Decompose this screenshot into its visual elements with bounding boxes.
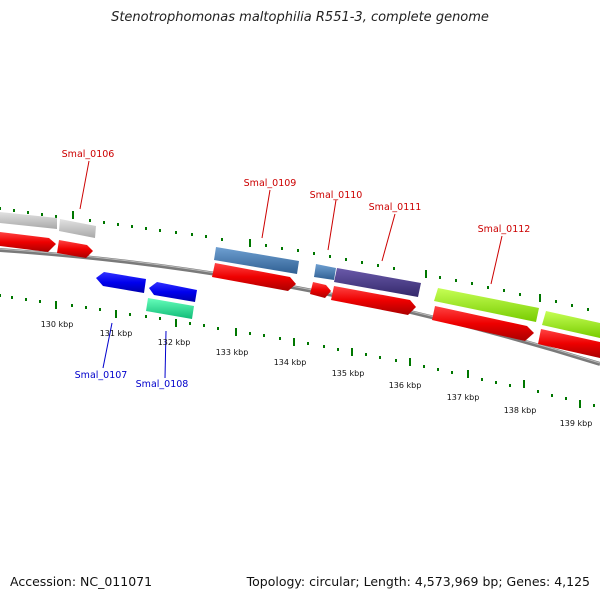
- gene-label-smal-0107[interactable]: Smal_0107: [75, 370, 128, 381]
- cds-forward-5[interactable]: [331, 286, 416, 315]
- gene-label-smal-0109[interactable]: Smal_0109: [244, 178, 297, 189]
- cds-forward-4[interactable]: [310, 282, 331, 298]
- cds-forward-6[interactable]: [432, 306, 534, 341]
- feature-lime-1[interactable]: [434, 288, 539, 322]
- accession-text: Accession: NC_011071: [10, 574, 153, 589]
- map-title: Stenotrophomonas maltophilia R551-3, com…: [111, 10, 489, 25]
- tick-label: 136 kbp: [389, 381, 422, 390]
- feature-steelblue-2[interactable]: [314, 264, 336, 280]
- feature-steelblue-1[interactable]: [214, 247, 299, 274]
- gene-label-smal-0108[interactable]: Smal_0108: [136, 379, 189, 390]
- tick-label: 139 kbp: [560, 419, 593, 428]
- tick-label: 130 kbp: [41, 320, 74, 329]
- tick-label: 131 kbp: [100, 329, 133, 338]
- gene-label-smal-0110[interactable]: Smal_0110: [310, 190, 363, 201]
- outer-tick-ring: [0, 207, 589, 311]
- feature-purple[interactable]: [334, 268, 421, 297]
- tick-label: 135 kbp: [332, 369, 365, 378]
- label-leaders: [79, 160, 503, 379]
- gene-label-smal-0112[interactable]: Smal_0112: [478, 224, 531, 235]
- genome-stats-text: Topology: circular; Length: 4,573,969 bp…: [246, 574, 590, 589]
- tick-label: 133 kbp: [216, 348, 249, 357]
- gene-label-smal-0111[interactable]: Smal_0111: [369, 202, 422, 213]
- feature-gray-1[interactable]: [0, 212, 57, 229]
- cds-forward-3[interactable]: [212, 263, 296, 291]
- cds-forward-2[interactable]: [57, 240, 93, 258]
- feature-lime-2[interactable]: [542, 311, 600, 338]
- gene-label-smal-0106[interactable]: Smal_0106: [62, 149, 115, 160]
- cds-forward-7[interactable]: [538, 329, 600, 358]
- tick-label: 137 kbp: [447, 393, 480, 402]
- tick-label: 134 kbp: [274, 358, 307, 367]
- cds-reverse-1[interactable]: [96, 272, 146, 293]
- tick-label: 132 kbp: [158, 338, 191, 347]
- tick-label: 138 kbp: [504, 406, 537, 415]
- cds-reverse-2[interactable]: [149, 282, 197, 302]
- inner-tick-ring: [0, 294, 595, 408]
- feature-aqua[interactable]: [146, 298, 194, 319]
- cds-forward-1[interactable]: [0, 232, 56, 252]
- feature-gray-2[interactable]: [59, 219, 96, 238]
